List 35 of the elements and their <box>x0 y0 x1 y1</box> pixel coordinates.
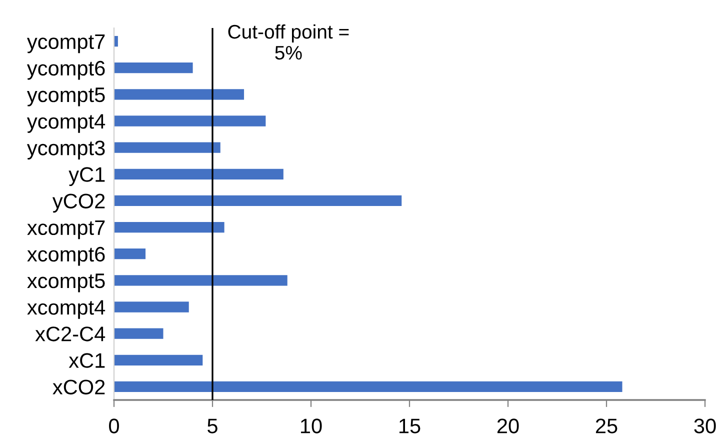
bar <box>114 62 193 74</box>
y-tick-label: xcompt7 <box>27 220 105 240</box>
bar <box>114 222 224 233</box>
y-tick-label: ycompt7 <box>26 34 105 54</box>
bar <box>114 248 146 260</box>
y-tick-label: xcompt6 <box>27 246 105 266</box>
y-tick-label: yC1 <box>68 167 105 186</box>
y-tick-label: ycompt5 <box>26 88 105 106</box>
bar <box>114 302 189 312</box>
y-tick-label: yCO2 <box>52 194 105 213</box>
x-tick-label: 5 <box>208 418 218 434</box>
y-tick-label: ycompt6 <box>26 60 105 80</box>
bar <box>114 89 244 100</box>
bar <box>114 116 266 126</box>
x-tick-label: 10 <box>301 418 322 434</box>
y-tick-label: ycompt3 <box>26 140 105 160</box>
y-tick-label: xcompt4 <box>27 300 106 319</box>
x-tick-label: 0 <box>109 418 119 434</box>
y-tick-label: xC2-C4 <box>35 326 106 342</box>
x-tick-label: 15 <box>400 418 420 434</box>
ref-line-label: Cut-off point = 5% <box>228 24 349 60</box>
y-tick-label: xCO2 <box>52 380 105 394</box>
bar <box>114 328 164 339</box>
bar <box>114 168 284 180</box>
x-tick-label: 20 <box>497 418 519 434</box>
bar <box>114 142 220 153</box>
bar <box>114 275 288 286</box>
x-tick-label: 30 <box>694 418 716 434</box>
y-tick-label: ycompt4 <box>26 114 106 133</box>
bar <box>114 195 402 206</box>
y-tick-label: xcompt5 <box>27 274 105 292</box>
bar <box>114 354 203 366</box>
bar <box>114 381 622 392</box>
y-tick-label: xC1 <box>68 353 105 368</box>
x-tick-label: 25 <box>596 418 618 434</box>
